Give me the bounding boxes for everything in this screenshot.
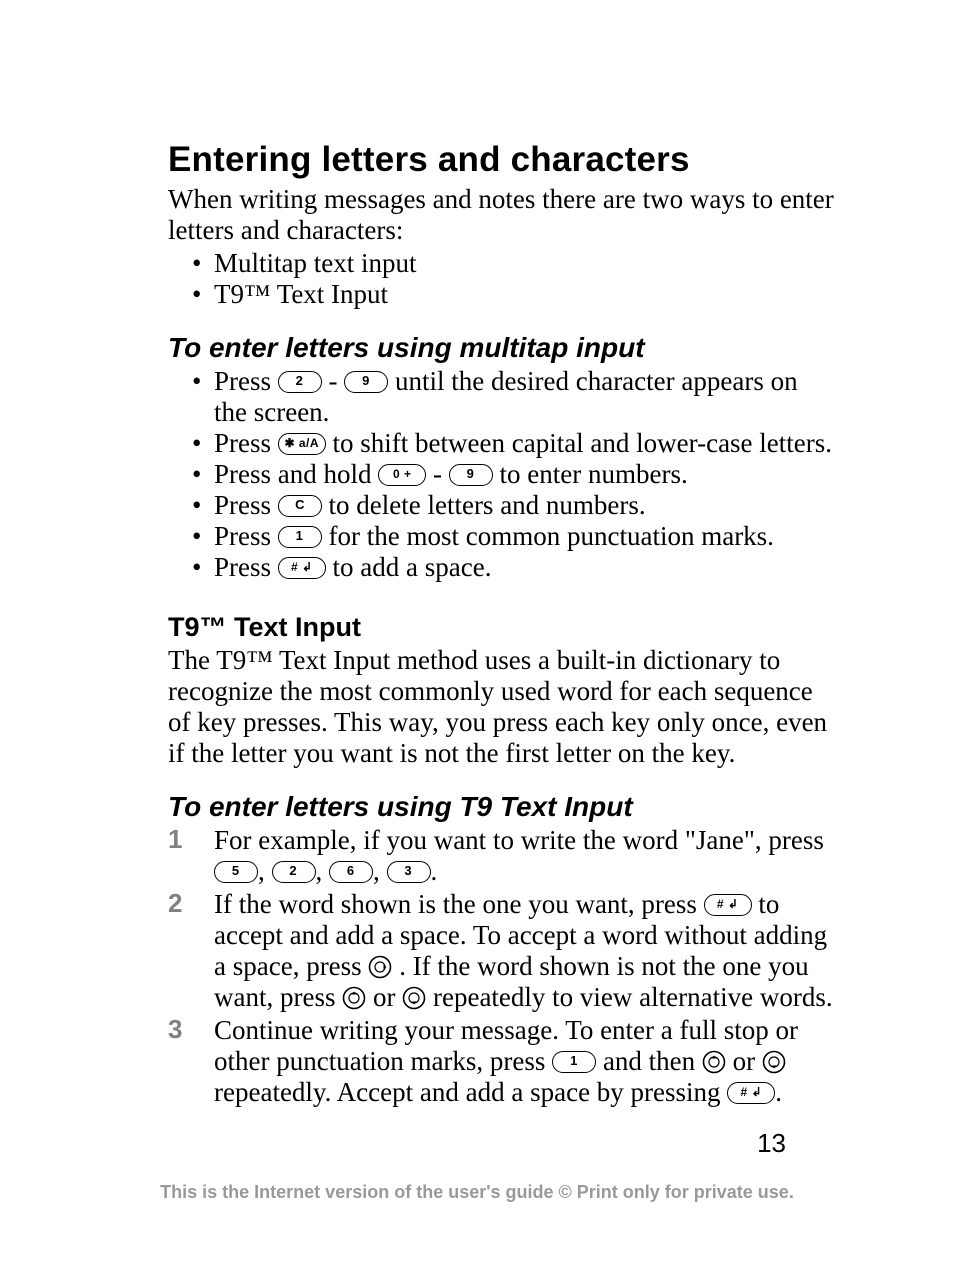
key-0-icon: 0 +	[378, 464, 426, 486]
key-6-icon: 6	[329, 861, 373, 883]
text: to delete letters and numbers.	[329, 490, 646, 520]
text: .	[431, 856, 438, 886]
method-list: Multitap text input T9™ Text Input	[168, 248, 834, 310]
text: Press	[214, 552, 278, 582]
key-hash-icon: # ↲	[727, 1082, 775, 1104]
key-9-icon: 9	[449, 464, 493, 486]
text: to shift between capital and lower-case …	[333, 428, 833, 458]
text: If the word shown is the one you want, p…	[214, 889, 704, 919]
key-c-icon: C	[278, 495, 322, 517]
list-item: Press 1 for the most common punctuation …	[192, 521, 834, 552]
text: ,	[373, 856, 387, 886]
nav-down-icon	[762, 1050, 786, 1074]
page-number: 13	[757, 1128, 786, 1159]
text: repeatedly to view alternative words.	[433, 982, 833, 1012]
t9-description: The T9™ Text Input method uses a built-i…	[168, 645, 834, 769]
text: ,	[316, 856, 330, 886]
text: Press and hold	[214, 459, 378, 489]
key-hash-icon: # ↲	[278, 557, 326, 579]
key-2-icon: 2	[272, 861, 316, 883]
nav-up-icon	[702, 1050, 726, 1074]
text: or	[373, 982, 402, 1012]
list-item: Press # ↲ to add a space.	[192, 552, 834, 583]
text: Press	[214, 428, 278, 458]
text: Press	[214, 366, 278, 396]
list-item: Press C to delete letters and numbers.	[192, 490, 834, 521]
subhead-multitap: To enter letters using multitap input	[168, 332, 834, 364]
key-3-icon: 3	[387, 861, 431, 883]
text: repeatedly. Accept and add a space by pr…	[214, 1077, 727, 1107]
key-star-icon: ✱ a/A	[278, 433, 326, 455]
key-hash-icon: # ↲	[704, 894, 752, 916]
key-1-icon: 1	[552, 1051, 596, 1073]
step-item: If the word shown is the one you want, p…	[168, 889, 834, 1013]
list-item: Press 2 - 9 until the desired character …	[192, 366, 834, 428]
multitap-list: Press 2 - 9 until the desired character …	[168, 366, 834, 583]
key-5-icon: 5	[214, 861, 258, 883]
nav-right-icon	[368, 955, 392, 979]
subhead-t9: T9™ Text Input	[168, 612, 834, 643]
text: Press	[214, 521, 278, 551]
text: or	[733, 1046, 762, 1076]
subhead-t9-steps: To enter letters using T9 Text Input	[168, 791, 834, 823]
footer-note: This is the Internet version of the user…	[0, 1182, 954, 1203]
text: to enter numbers.	[500, 459, 688, 489]
text: .	[775, 1077, 782, 1107]
text: -	[433, 459, 449, 489]
text: to add a space.	[333, 552, 492, 582]
list-item: Press and hold 0 + - 9 to enter numbers.	[192, 459, 834, 490]
nav-up-icon	[342, 986, 366, 1010]
text: for the most common punctuation marks.	[329, 521, 774, 551]
list-item: Press ✱ a/A to shift between capital and…	[192, 428, 834, 459]
nav-down-icon	[402, 986, 426, 1010]
key-2-icon: 2	[278, 371, 322, 393]
key-9-icon: 9	[344, 371, 388, 393]
t9-steps-list: For example, if you want to write the wo…	[168, 825, 834, 1108]
intro-paragraph: When writing messages and notes there ar…	[168, 184, 834, 246]
text: ,	[258, 856, 272, 886]
step-item: Continue writing your message. To enter …	[168, 1015, 834, 1108]
page-content: Entering letters and characters When wri…	[0, 0, 954, 1269]
step-item: For example, if you want to write the wo…	[168, 825, 834, 887]
list-item: Multitap text input	[192, 248, 834, 279]
key-1-icon: 1	[278, 526, 322, 548]
text: and then	[603, 1046, 702, 1076]
heading-main: Entering letters and characters	[168, 140, 834, 180]
text: For example, if you want to write the wo…	[214, 825, 824, 855]
text: Press	[214, 490, 278, 520]
text: -	[329, 366, 345, 396]
list-item: T9™ Text Input	[192, 279, 834, 310]
